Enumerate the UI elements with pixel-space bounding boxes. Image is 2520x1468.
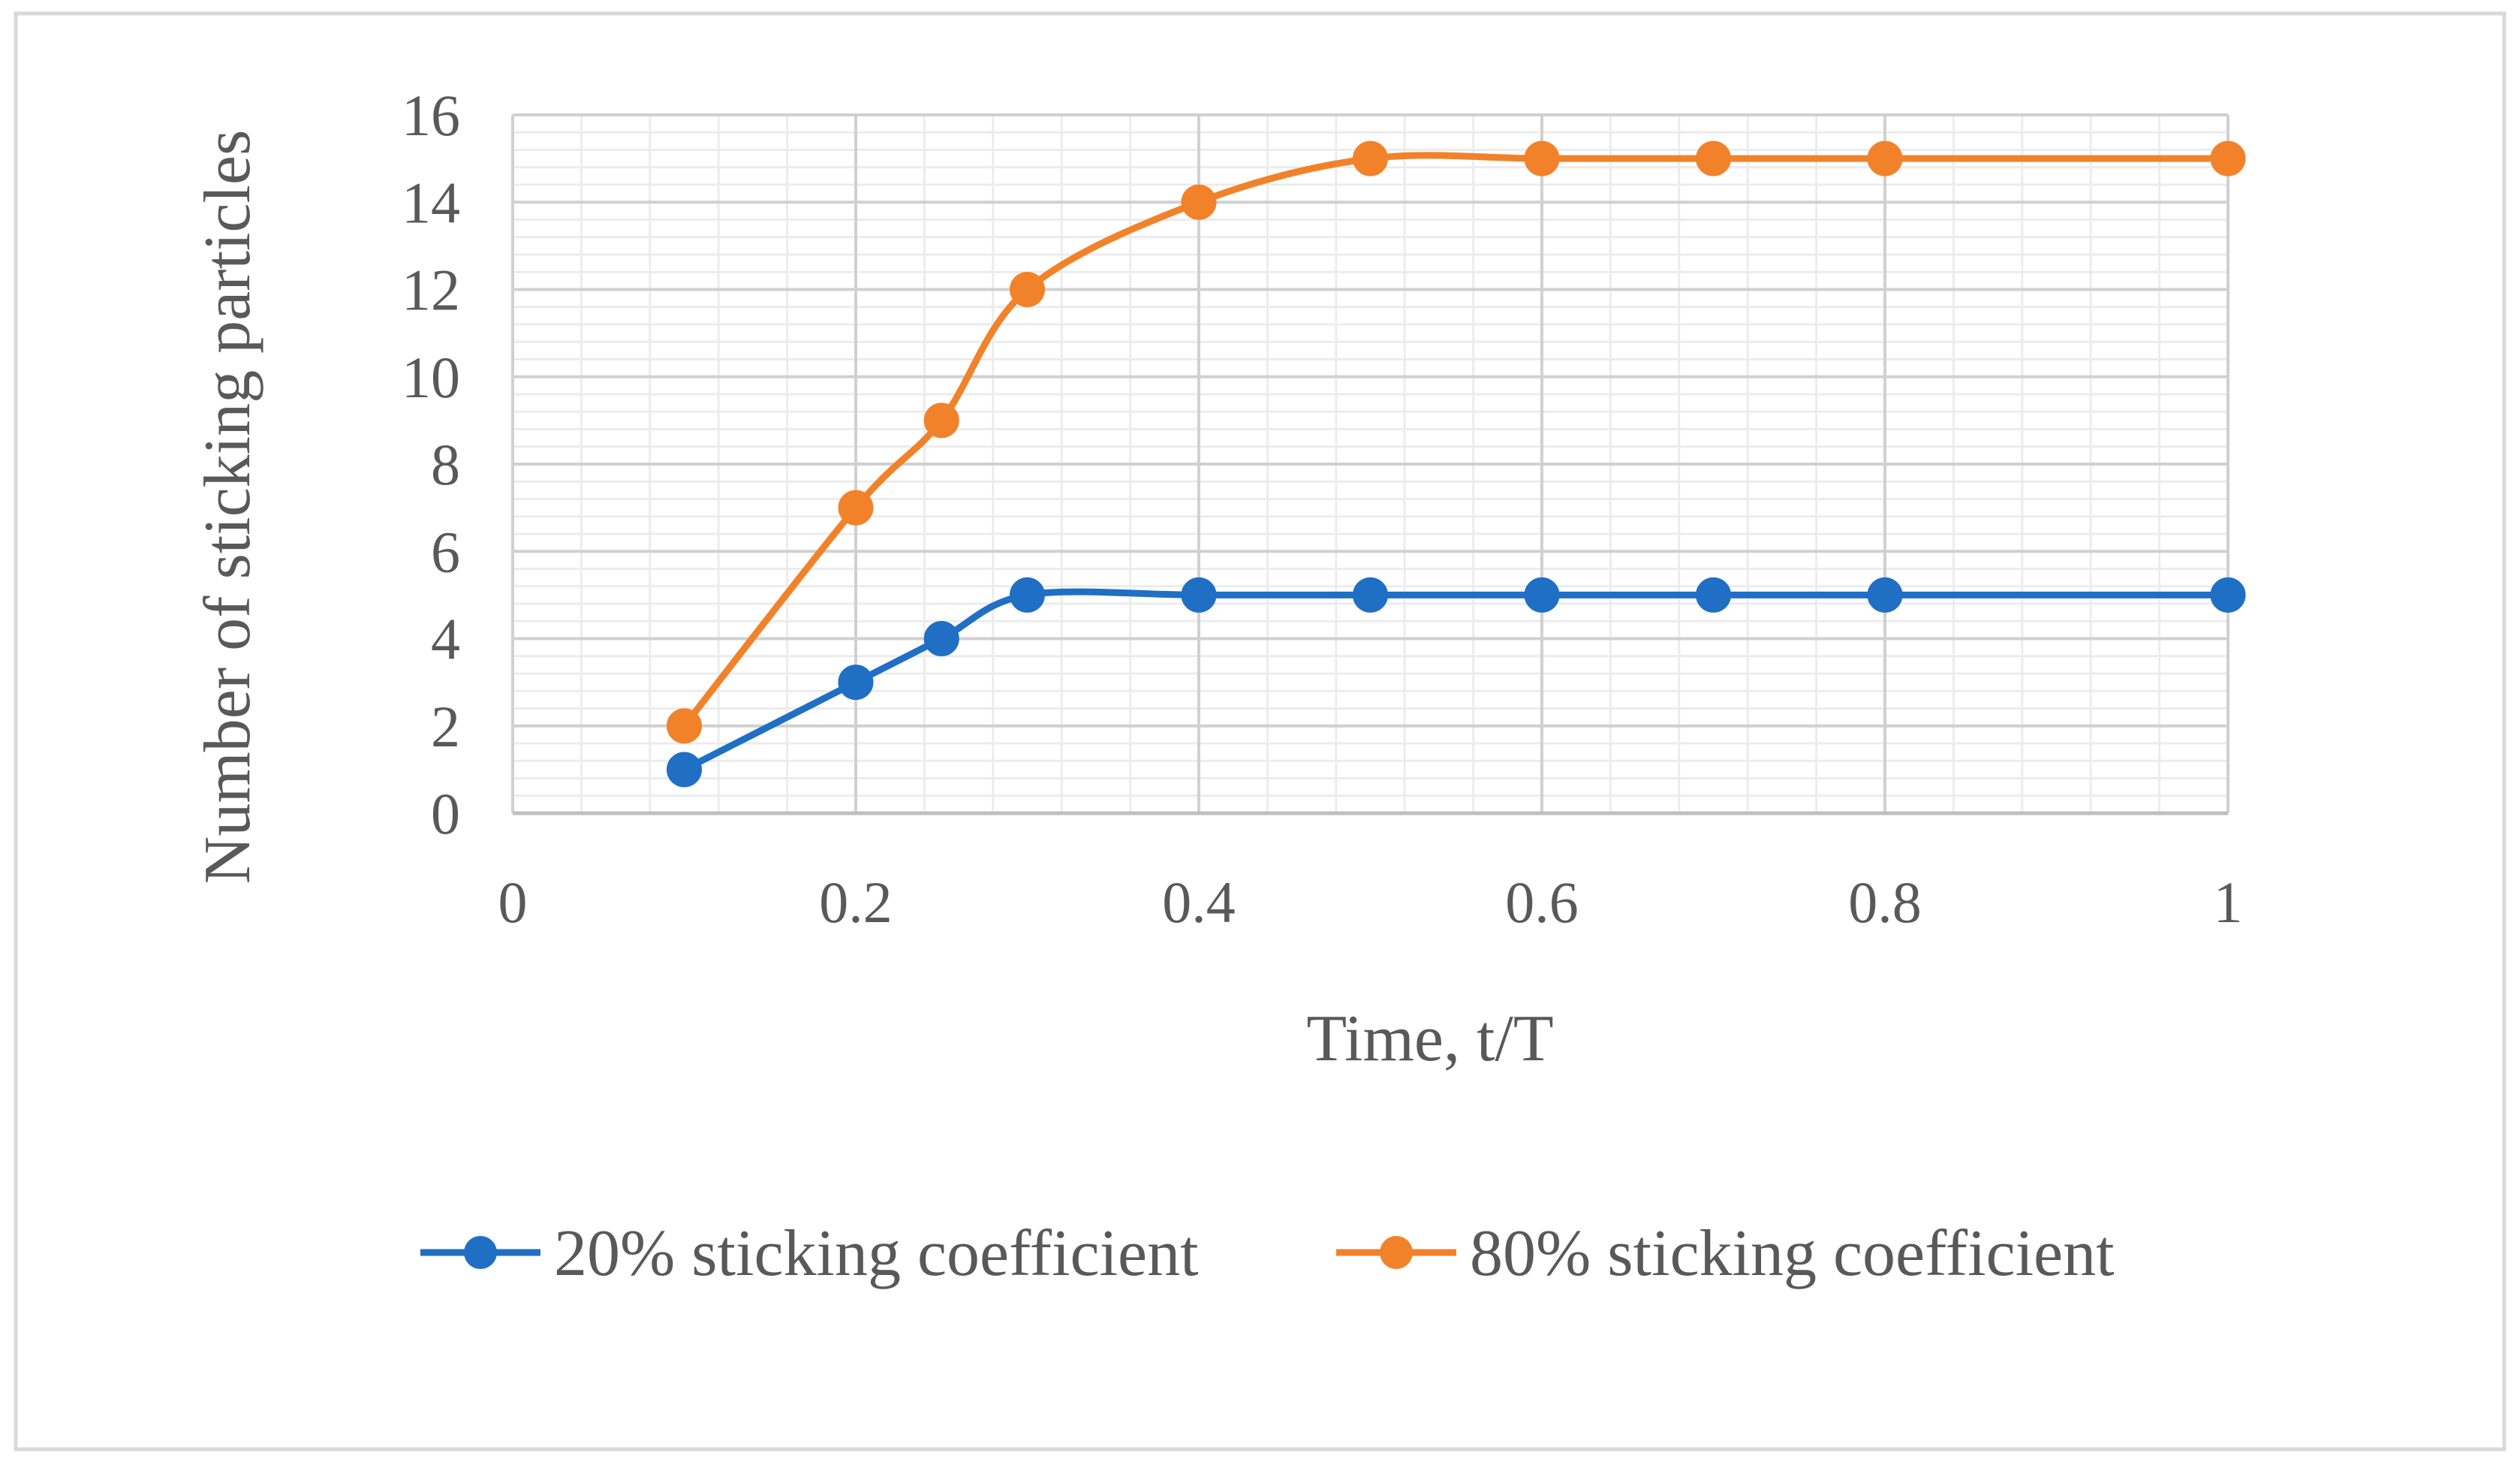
- data-point: [2210, 577, 2246, 613]
- data-point: [1696, 140, 1731, 176]
- legend-marker: [1380, 1236, 1413, 1269]
- data-point: [1181, 184, 1217, 220]
- data-point: [1181, 577, 1217, 613]
- y-tick-label: 12: [402, 258, 460, 323]
- x-axis-title: Time, t/T: [1306, 1002, 1553, 1075]
- y-tick-label: 0: [431, 781, 460, 846]
- data-point: [923, 621, 959, 656]
- grid: [511, 113, 2229, 815]
- chart-frame: [14, 11, 2506, 1451]
- series-layer: [667, 140, 2246, 788]
- y-tick-label: 16: [402, 83, 460, 148]
- y-tick-label: 6: [431, 519, 460, 584]
- y-tick-label: 4: [431, 607, 460, 672]
- x-tick-label: 1: [2214, 870, 2243, 935]
- data-point: [923, 402, 959, 439]
- data-point: [1353, 140, 1388, 176]
- y-tick-label: 2: [431, 694, 460, 759]
- y-tick-label: 8: [431, 432, 460, 497]
- data-point: [1867, 140, 1903, 176]
- y-axis-title: Number of sticking particles: [191, 130, 264, 884]
- legend-label: 80% sticking coefficient: [1470, 1217, 2115, 1290]
- legend: 20% sticking coefficient 80% sticking coe…: [420, 1217, 2115, 1290]
- x-tick-label: 0.4: [1162, 870, 1236, 935]
- data-point: [838, 665, 874, 701]
- legend-label: 20% sticking coefficient: [554, 1217, 1199, 1290]
- data-point: [667, 708, 702, 744]
- x-tick-label: 0.8: [1848, 870, 1922, 935]
- data-point: [1524, 140, 1560, 176]
- data-point: [2210, 140, 2246, 176]
- data-point: [1867, 577, 1903, 613]
- data-point: [838, 490, 874, 526]
- x-tick-label: 0: [498, 870, 528, 935]
- y-tick-label: 10: [402, 345, 460, 410]
- data-point: [1524, 577, 1560, 613]
- data-point: [1353, 577, 1388, 613]
- data-point: [1010, 577, 1045, 613]
- data-point: [667, 752, 702, 788]
- y-tick-label: 14: [402, 170, 460, 235]
- series-line-2: [681, 152, 2232, 730]
- legend-marker: [464, 1236, 497, 1269]
- data-point: [1010, 272, 1045, 307]
- x-tick-label: 0.6: [1505, 870, 1579, 935]
- x-tick-label: 0.2: [819, 870, 893, 935]
- data-point: [1696, 577, 1731, 613]
